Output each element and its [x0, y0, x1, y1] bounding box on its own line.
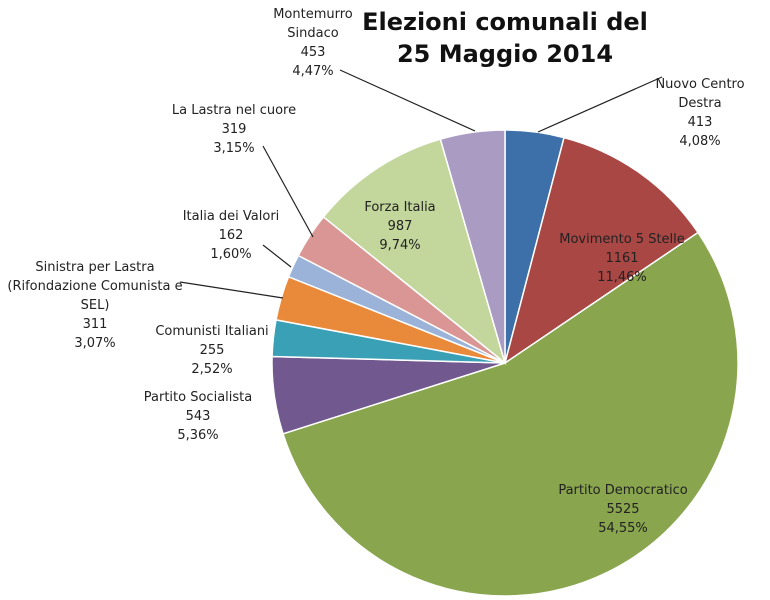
data-label-italia-dei-valori: Italia dei Valori 162 1,60%	[183, 209, 280, 262]
chart-title-line-2: 25 Maggio 2014	[396, 40, 614, 68]
pie-slice-partito-democratico	[282, 231, 739, 597]
data-label-partito-socialista: Partito Socialista 543 5,36%	[144, 390, 252, 443]
leader-line-nuovo-centro-destra	[537, 76, 663, 133]
chart-title: Elezioni comunali del 25 Maggio 2014	[340, 6, 670, 70]
chart-title-line-1: Elezioni comunali del	[362, 8, 648, 36]
pie-slice-forza-italia	[322, 138, 507, 366]
data-label-la-lastra-nel-cuore: La Lastra nel cuore 319 3,15%	[172, 103, 296, 156]
pie-slice-montemurro-sindaco	[439, 129, 506, 364]
data-label-montemurro-sindaco: Montemurro Sindaco 453 4,47%	[273, 7, 353, 79]
leader-line-la-lastra-nel-cuore	[262, 145, 314, 238]
data-label-partito-democratico: Partito Democratico 5525 54,55%	[558, 483, 687, 536]
pie-slice-movimento-5-stelle	[503, 136, 700, 365]
leader-line-italia-dei-valori	[262, 244, 292, 268]
leader-line-sinistra-per-lastra-rifondazione-comunista-e-sel	[179, 281, 284, 299]
data-label-comunisti-italiani: Comunisti Italiani 255 2,52%	[155, 324, 268, 377]
leader-line-montemurro-sindaco	[339, 69, 476, 132]
data-label-forza-italia: Forza Italia 987 9,74%	[364, 200, 435, 253]
data-label-movimento-5-stelle: Movimento 5 Stelle 1161 11,46%	[559, 232, 685, 285]
data-label-nuovo-centro-destra: Nuovo Centro Destra 413 4,08%	[655, 77, 744, 149]
data-label-sinistra-per-lastra-rifondazione-comunista-e-sel: Sinistra per Lastra (Rifondazione Comunis…	[7, 260, 182, 351]
